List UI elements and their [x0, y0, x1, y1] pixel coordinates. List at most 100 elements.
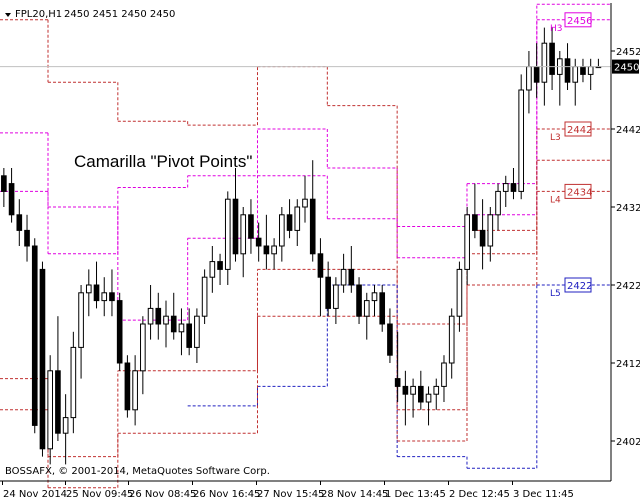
- candle-body: [224, 198, 231, 270]
- candle-body: [232, 198, 239, 255]
- candle-body: [255, 237, 262, 247]
- candle-body: [78, 292, 84, 348]
- x-tick-label: 27 Nov 15:45: [257, 489, 324, 500]
- x-tick-label: 24 Nov 2014: [3, 489, 67, 500]
- candle-body: [39, 268, 46, 450]
- x-tick-label: 26 Nov 08:45: [129, 489, 196, 500]
- candle-body: [487, 214, 494, 247]
- candle-body: [155, 307, 162, 325]
- candle-body: [587, 66, 594, 75]
- candle-body: [279, 214, 285, 247]
- candle-body: [116, 300, 123, 364]
- x-tick-label: 2 Dec 12:45: [449, 489, 510, 500]
- x-tick-label: 25 Nov 09:45: [66, 489, 133, 500]
- chart-annotation: Camarilla "Pivot Points": [74, 152, 252, 171]
- candle-body: [518, 89, 525, 192]
- y-tick-label: 2452: [616, 47, 640, 58]
- candle-body: [101, 292, 108, 302]
- candle-body: [549, 42, 555, 75]
- y-tick-label: 2422: [616, 281, 640, 292]
- ohlc-label: 2450 2451 2450 2450: [64, 9, 175, 20]
- candle-body: [418, 385, 424, 403]
- candle-body: [464, 214, 470, 270]
- x-tick-label: 1 Dec 13:45: [385, 489, 446, 500]
- current-price-label: 2450: [614, 63, 639, 74]
- level-tag-box: [564, 121, 592, 137]
- candle-body: [109, 292, 115, 302]
- y-tick-label: 2412: [616, 359, 640, 370]
- current-price-tag: [612, 59, 639, 74]
- level-tag-name: L4: [550, 195, 561, 205]
- candle-body: [271, 245, 277, 255]
- level-tag-box: [564, 183, 592, 199]
- candle-body: [309, 198, 316, 255]
- symbol-label: FPL20,H1: [15, 9, 62, 20]
- candle-body: [564, 58, 571, 83]
- candle-body: [479, 229, 486, 247]
- candle-body: [209, 261, 216, 278]
- candle-body: [31, 245, 38, 426]
- level-tag-name: L5: [550, 289, 561, 299]
- candle-body: [186, 323, 192, 348]
- candle-body: [441, 362, 447, 387]
- candle-body: [194, 315, 200, 348]
- candle-body: [55, 370, 61, 434]
- candle-body: [24, 229, 30, 247]
- candle-body: [147, 307, 154, 325]
- level-tag-box: [564, 277, 592, 293]
- candle-body: [16, 214, 23, 231]
- candle-body: [140, 323, 146, 372]
- candle-body: [533, 66, 540, 83]
- candle-body: [526, 66, 532, 91]
- candles: [1, 27, 602, 465]
- candle-body: [240, 214, 247, 255]
- candle-body: [217, 261, 223, 270]
- candle-body: [433, 385, 440, 395]
- candle-body: [363, 300, 370, 317]
- candle-body: [62, 417, 69, 434]
- pivot-level-tags: 2456 H3 2442 L3 2434 L4 2422 L5: [550, 12, 592, 299]
- candle-body: [294, 206, 301, 231]
- candle-body: [124, 362, 131, 411]
- y-tick-label: 2402: [616, 437, 640, 448]
- candle-body: [572, 66, 579, 83]
- candle-body: [541, 42, 548, 83]
- copyright-text: BOSSAFX, © 2001-2014, MetaQuotes Softwar…: [5, 466, 270, 477]
- x-tick-label: 26 Nov 16:45: [193, 489, 260, 500]
- candle-body: [495, 190, 501, 216]
- level-tag-name: L3: [550, 133, 561, 143]
- candle-body: [93, 284, 100, 302]
- level-tag-value: 2442: [567, 125, 592, 136]
- candle-body: [410, 385, 416, 395]
- candle-body: [302, 198, 308, 208]
- candle-body: [286, 214, 293, 231]
- candle-body: [510, 183, 517, 192]
- x-tick-label: 3 Dec 11:45: [513, 489, 574, 500]
- candle-body: [348, 268, 355, 286]
- candle-body: [425, 393, 432, 403]
- candle-body: [47, 370, 54, 450]
- candle-body: [325, 276, 331, 309]
- candle-body: [387, 323, 393, 356]
- candle-body: [170, 315, 177, 333]
- candle-body: [1, 175, 7, 192]
- candle-body: [263, 245, 270, 255]
- level-tag-value: 2434: [567, 187, 592, 198]
- x-tick-label: 28 Nov 14:45: [321, 489, 388, 500]
- candle-body: [132, 370, 138, 411]
- candle-body: [356, 284, 362, 317]
- level-tag-name: H3: [550, 24, 563, 34]
- candle-body: [502, 183, 509, 192]
- y-tick-label: 2432: [616, 203, 640, 214]
- candle-body: [248, 214, 254, 239]
- candle-body: [402, 385, 409, 395]
- level-tag-value: 2422: [567, 281, 592, 292]
- candle-body: [333, 284, 339, 309]
- candle-body: [394, 378, 401, 387]
- candle-body: [456, 268, 463, 317]
- collapse-triangle-icon[interactable]: [5, 13, 11, 17]
- level-tag-box: [564, 12, 592, 28]
- candle-body: [340, 268, 347, 286]
